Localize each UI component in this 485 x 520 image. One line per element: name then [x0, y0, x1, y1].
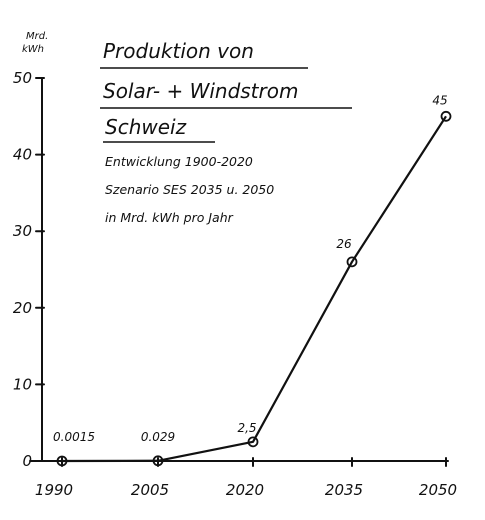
x-tick-label: 2035 [325, 481, 363, 499]
data-point [56, 455, 68, 467]
chart-title-line-2: Solar- + Windstrom [103, 79, 298, 103]
data-point [346, 256, 358, 268]
data-label: 26 [336, 237, 352, 251]
y-tick-label: 50 [13, 69, 32, 87]
x-tick-label: 2050 [419, 481, 457, 499]
data-point [152, 455, 164, 467]
data-point [440, 110, 452, 122]
y-tick-label: 30 [13, 222, 32, 240]
chart-title-line-3: Schweiz [105, 115, 187, 139]
data-label: 45 [432, 93, 447, 107]
y-tick-label: 20 [13, 299, 32, 317]
chart-subtitle-line-3: in Mrd. kWh pro Jahr [105, 210, 234, 225]
y-unit-line-1: Mrd. [26, 31, 48, 42]
series-line [61, 115, 447, 463]
chart-title-line-1: Produktion von [103, 39, 254, 63]
x-tick-label: 1990 [35, 481, 73, 499]
y-tick-label: 10 [13, 375, 32, 393]
x-tick-label: 2020 [226, 481, 264, 499]
data-label: 2,5 [237, 421, 256, 435]
data-label: 0.029 [141, 430, 175, 444]
y-tick-label: 0 [22, 452, 32, 470]
x-tick-label: 2005 [131, 481, 169, 499]
data-label: 0.0015 [53, 430, 95, 444]
data-point [247, 436, 259, 448]
chart-subtitle-line-1: Entwicklung 1900-2020 [105, 154, 253, 169]
y-tick-label: 40 [13, 146, 32, 164]
y-unit-line-2: kWh [22, 44, 44, 55]
chart-subtitle-line-2: Szenario SES 2035 u. 2050 [105, 182, 274, 197]
